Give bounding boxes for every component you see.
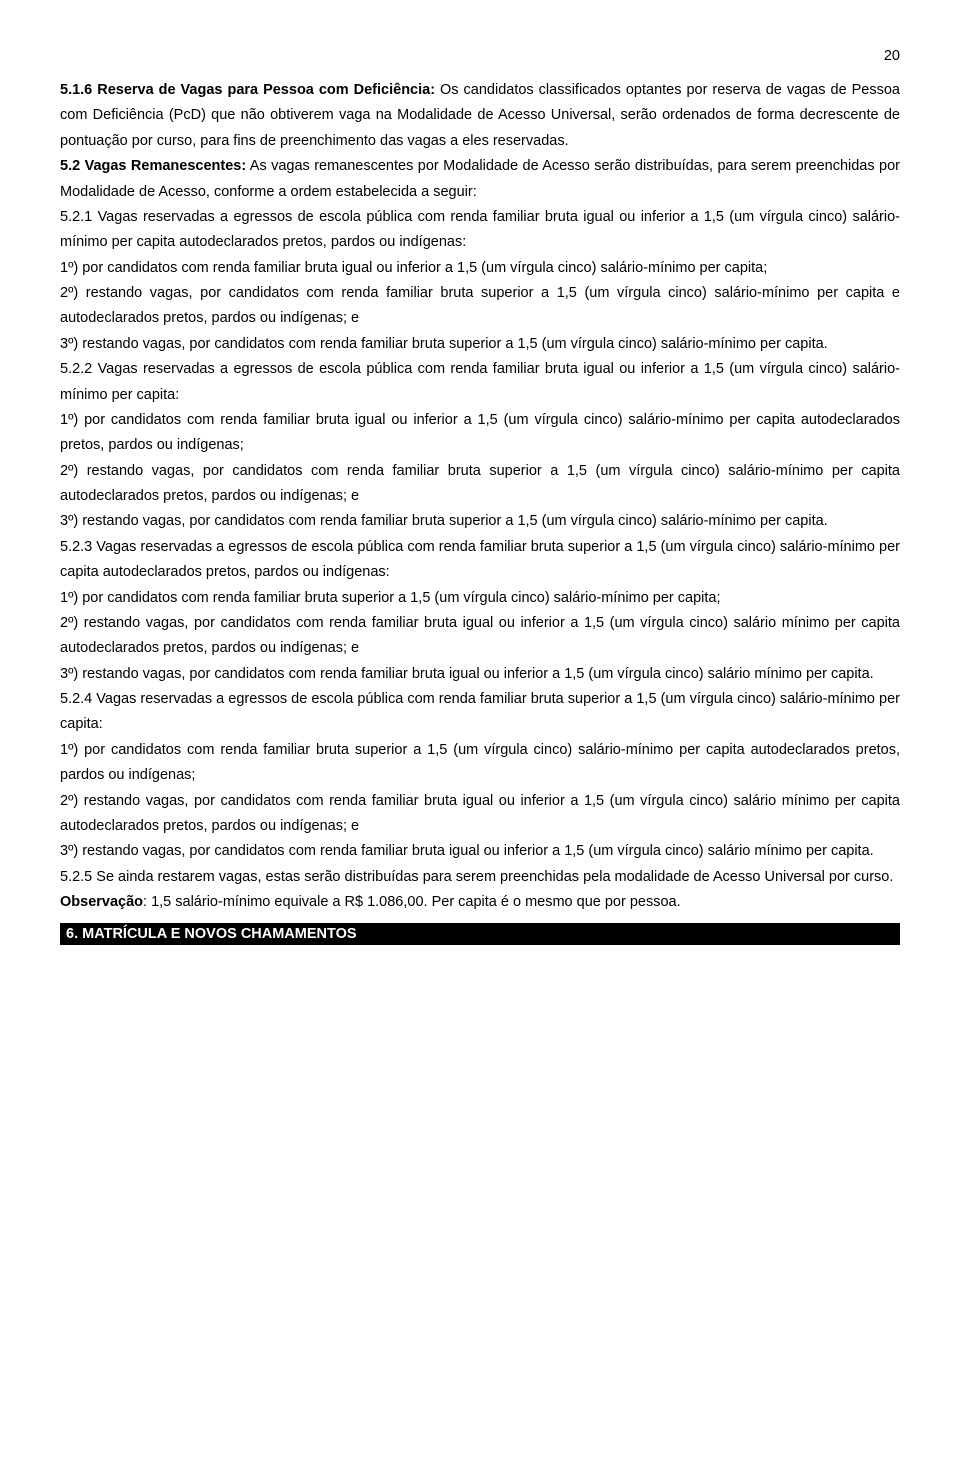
section-header-6: 6. MATRÍCULA E NOVOS CHAMAMENTOS: [60, 923, 900, 945]
heading-5-2: 5.2 Vagas Remanescentes:: [60, 158, 246, 174]
paragraph-5-2-3: 5.2.3 Vagas reservadas a egressos de esc…: [60, 535, 900, 586]
paragraph-5-2-4-item3: 3º) restando vagas, por candidatos com r…: [60, 839, 900, 864]
paragraph-5-2-2-item1: 1º) por candidatos com renda familiar br…: [60, 408, 900, 459]
paragraph-5-2-2-item2: 2º) restando vagas, por candidatos com r…: [60, 459, 900, 510]
page-number: 20: [60, 48, 900, 64]
paragraph-observacao: Observação: 1,5 salário-mínimo equivale …: [60, 890, 900, 915]
paragraph-5-2-1-item2: 2º) restando vagas, por candidatos com r…: [60, 281, 900, 332]
observacao-label: Observação: [60, 894, 143, 910]
paragraph-5-2-3-item1: 1º) por candidatos com renda familiar br…: [60, 586, 900, 611]
paragraph-5-2-3-item2: 2º) restando vagas, por candidatos com r…: [60, 611, 900, 662]
paragraph-5-2-4: 5.2.4 Vagas reservadas a egressos de esc…: [60, 687, 900, 738]
paragraph-5-2: 5.2 Vagas Remanescentes: As vagas remane…: [60, 154, 900, 205]
paragraph-5-2-5: 5.2.5 Se ainda restarem vagas, estas ser…: [60, 865, 900, 890]
paragraph-5-2-3-item3: 3º) restando vagas, por candidatos com r…: [60, 662, 900, 687]
document-page: 20 5.1.6 Reserva de Vagas para Pessoa co…: [0, 0, 960, 965]
paragraph-5-2-4-item2: 2º) restando vagas, por candidatos com r…: [60, 789, 900, 840]
paragraph-5-2-1: 5.2.1 Vagas reservadas a egressos de esc…: [60, 205, 900, 256]
paragraph-5-2-2: 5.2.2 Vagas reservadas a egressos de esc…: [60, 357, 900, 408]
paragraph-5-1-6: 5.1.6 Reserva de Vagas para Pessoa com D…: [60, 78, 900, 154]
paragraph-5-2-1-item3: 3º) restando vagas, por candidatos com r…: [60, 332, 900, 357]
paragraph-5-2-2-item3: 3º) restando vagas, por candidatos com r…: [60, 509, 900, 534]
observacao-text: : 1,5 salário-mínimo equivale a R$ 1.086…: [143, 894, 681, 910]
paragraph-5-2-4-item1: 1º) por candidatos com renda familiar br…: [60, 738, 900, 789]
heading-5-1-6: 5.1.6 Reserva de Vagas para Pessoa com D…: [60, 82, 435, 98]
paragraph-5-2-1-item1: 1º) por candidatos com renda familiar br…: [60, 256, 900, 281]
